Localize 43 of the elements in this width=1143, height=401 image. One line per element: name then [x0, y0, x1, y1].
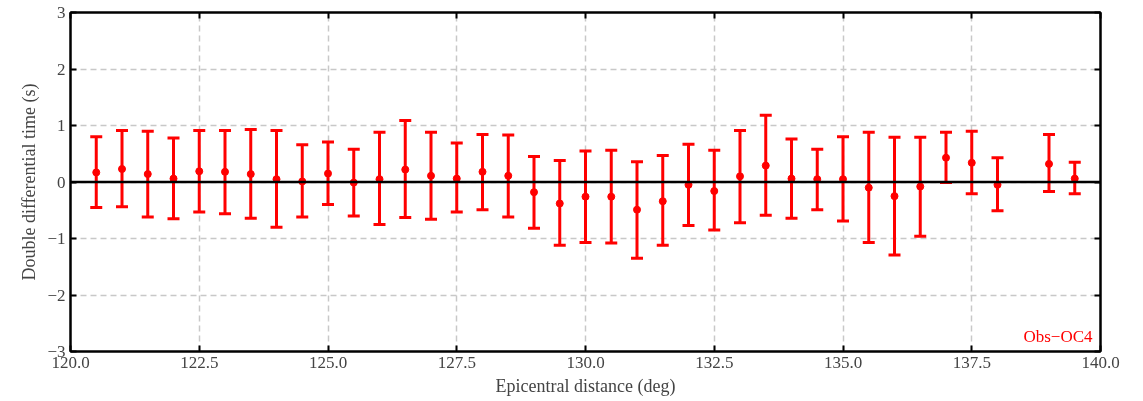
y-axis-title: Double differential time (s) [19, 83, 41, 281]
point [195, 167, 204, 176]
x-tick-label: 130.0 [566, 352, 605, 372]
y-tick-label: 2 [57, 59, 66, 79]
point [246, 170, 255, 179]
y-tick-label: −1 [47, 229, 66, 248]
x-axis-title: Epicentral distance (deg) [495, 375, 676, 397]
point [916, 182, 925, 191]
point [942, 153, 950, 162]
y-tick-label: 3 [57, 3, 66, 22]
point [427, 171, 435, 180]
point [658, 197, 667, 206]
point [143, 170, 152, 179]
point [736, 172, 744, 181]
point [478, 167, 487, 176]
point [221, 167, 229, 176]
point [555, 199, 564, 208]
annotation: Obs−OC4 [1023, 326, 1093, 346]
point [401, 165, 410, 174]
point [607, 192, 616, 201]
x-tick-label: 140.0 [1081, 352, 1120, 372]
point [530, 188, 538, 197]
point [890, 192, 899, 201]
point [504, 171, 513, 180]
point [118, 165, 126, 173]
point [1045, 159, 1053, 168]
point [581, 192, 590, 201]
point [324, 169, 332, 178]
point [92, 168, 101, 177]
point [761, 161, 770, 170]
y-tick-label: 1 [57, 116, 66, 135]
point [864, 183, 873, 192]
point [633, 205, 641, 214]
x-tick-label: 132.5 [695, 352, 734, 372]
x-tick-label: 135.0 [823, 352, 863, 372]
x-tick-label: 125.0 [308, 352, 348, 372]
point [967, 158, 976, 167]
y-tick-label: 0 [57, 172, 66, 192]
x-tick-label: 122.5 [180, 352, 219, 372]
x-tick-label: 137.5 [952, 352, 991, 372]
y-tick-label: −2 [47, 285, 66, 305]
point [710, 187, 719, 196]
x-tick-label: 127.5 [437, 352, 476, 372]
